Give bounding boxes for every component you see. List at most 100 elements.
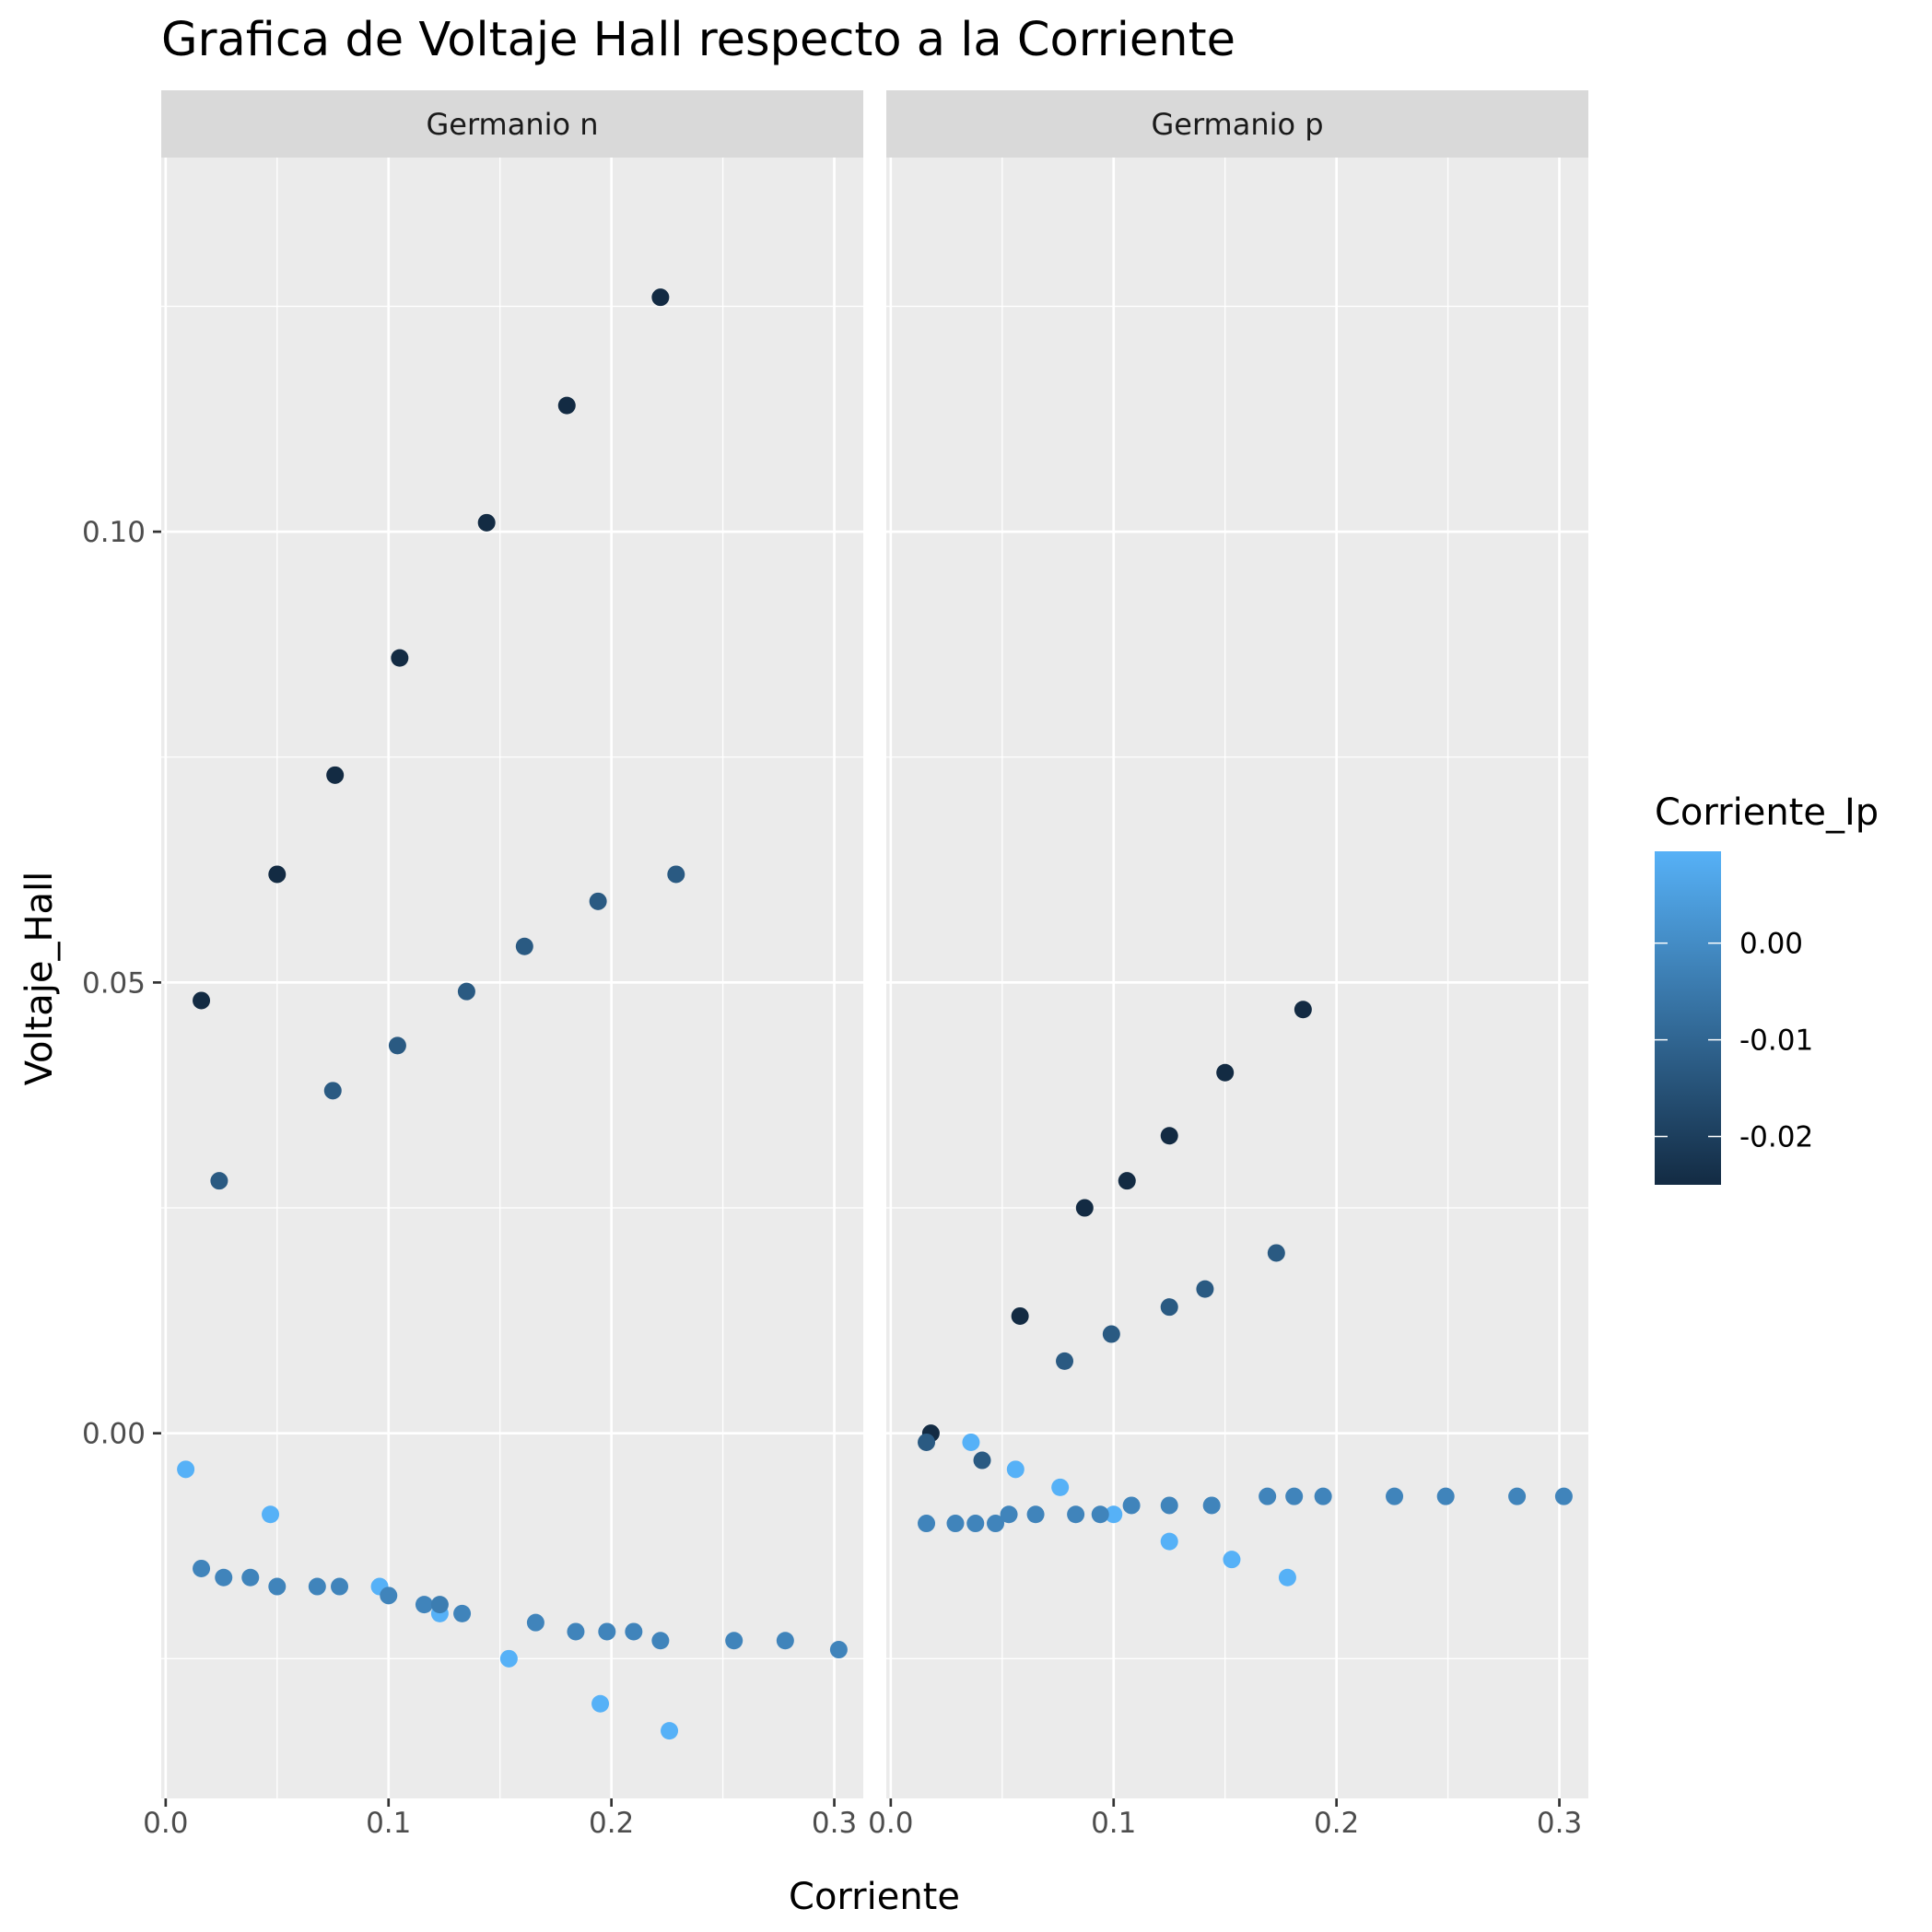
x-tick-label: 0.2 bbox=[589, 1807, 634, 1840]
data-point bbox=[1091, 1505, 1109, 1524]
data-point bbox=[1554, 1487, 1573, 1505]
data-point bbox=[499, 1649, 518, 1668]
data-point bbox=[1118, 1172, 1136, 1190]
data-point bbox=[1067, 1505, 1085, 1524]
data-point bbox=[268, 1577, 287, 1596]
data-point bbox=[177, 1460, 195, 1479]
strip-background bbox=[161, 90, 863, 158]
data-point bbox=[1267, 1244, 1285, 1262]
data-point bbox=[323, 1082, 342, 1100]
panel-background bbox=[886, 158, 1588, 1798]
colorbar-tick-label: -0.01 bbox=[1739, 1025, 1813, 1058]
data-point bbox=[193, 1559, 211, 1577]
data-point bbox=[1386, 1487, 1404, 1505]
data-point bbox=[1011, 1306, 1029, 1325]
data-point bbox=[1294, 1001, 1312, 1019]
data-point bbox=[725, 1632, 744, 1650]
data-point bbox=[1436, 1487, 1455, 1505]
x-tick-label: 0.0 bbox=[868, 1807, 913, 1840]
data-point bbox=[1122, 1496, 1141, 1515]
colorbar-tick-label: 0.00 bbox=[1739, 928, 1803, 961]
x-tick-label: 0.3 bbox=[812, 1807, 857, 1840]
panel-background bbox=[161, 158, 863, 1798]
plot-title: Grafica de Voltaje Hall respecto a la Co… bbox=[161, 13, 1235, 67]
facet-panel-germanio-n: Germanio n bbox=[161, 90, 863, 1798]
data-point bbox=[1314, 1487, 1332, 1505]
data-point bbox=[241, 1568, 260, 1587]
data-points bbox=[918, 1001, 1573, 1587]
data-point bbox=[193, 991, 211, 1010]
x-axis: 0.0 0.1 0.2 0.3 0.0 0.1 0.2 0.3 bbox=[143, 1798, 1582, 1840]
data-point bbox=[453, 1604, 472, 1622]
x-tick-label: 0.1 bbox=[1091, 1807, 1136, 1840]
data-point bbox=[651, 288, 670, 307]
data-point bbox=[1006, 1460, 1025, 1479]
data-point bbox=[1223, 1551, 1241, 1569]
data-point bbox=[918, 1433, 936, 1451]
strip-background bbox=[886, 90, 1588, 158]
data-point bbox=[326, 766, 345, 784]
data-point bbox=[1075, 1199, 1094, 1217]
y-tick-label: 0.05 bbox=[82, 966, 146, 1000]
data-point bbox=[268, 865, 287, 884]
data-point bbox=[1508, 1487, 1527, 1505]
colorbar bbox=[1655, 851, 1721, 1185]
colorbar-ticks: 0.00 -0.01 -0.02 bbox=[1655, 928, 1813, 1154]
data-point bbox=[1026, 1505, 1045, 1524]
y-tick-label: 0.10 bbox=[82, 516, 146, 549]
strip-label: Germanio p bbox=[1151, 107, 1323, 142]
data-point bbox=[557, 396, 576, 415]
x-axis-title: Corriente bbox=[789, 1876, 960, 1918]
data-point bbox=[415, 1596, 433, 1614]
y-tick-label: 0.00 bbox=[82, 1418, 146, 1451]
data-point bbox=[391, 649, 409, 667]
data-point bbox=[1259, 1487, 1277, 1505]
data-point bbox=[918, 1515, 936, 1533]
data-point bbox=[262, 1505, 280, 1524]
data-point bbox=[661, 1722, 679, 1740]
data-point bbox=[477, 513, 496, 532]
data-point bbox=[515, 937, 533, 955]
grid-lines bbox=[886, 158, 1588, 1798]
data-point bbox=[1285, 1487, 1304, 1505]
data-point bbox=[215, 1568, 233, 1587]
strip-label: Germanio n bbox=[426, 107, 598, 142]
facet-panel-germanio-p: Germanio p bbox=[886, 90, 1588, 1798]
data-point bbox=[1160, 1127, 1178, 1145]
data-point bbox=[776, 1632, 794, 1650]
data-point bbox=[430, 1596, 449, 1614]
colorbar-legend: Corriente_Ip 0.00 -0.01 -0.02 bbox=[1655, 791, 1879, 1185]
data-point bbox=[1196, 1280, 1214, 1298]
x-tick-label: 0.2 bbox=[1314, 1807, 1359, 1840]
x-tick-label: 0.0 bbox=[143, 1807, 188, 1840]
grid-lines bbox=[161, 158, 863, 1798]
x-tick-label: 0.1 bbox=[366, 1807, 411, 1840]
data-point bbox=[1202, 1496, 1221, 1515]
data-point bbox=[457, 982, 475, 1001]
y-axis: 0.00 0.05 0.10 bbox=[82, 516, 161, 1451]
data-point bbox=[526, 1613, 544, 1632]
data-point bbox=[1056, 1352, 1074, 1370]
data-point bbox=[380, 1587, 398, 1605]
data-point bbox=[1160, 1532, 1178, 1551]
data-point bbox=[591, 1694, 610, 1713]
data-point bbox=[567, 1622, 585, 1641]
data-point bbox=[1051, 1478, 1070, 1496]
data-point bbox=[962, 1433, 980, 1451]
data-point bbox=[973, 1451, 991, 1469]
data-point bbox=[598, 1622, 616, 1641]
data-points bbox=[177, 288, 848, 1740]
data-point bbox=[210, 1172, 228, 1190]
data-point bbox=[1105, 1505, 1123, 1524]
data-point bbox=[1216, 1063, 1235, 1082]
data-point bbox=[667, 865, 685, 884]
data-point bbox=[625, 1622, 643, 1641]
data-point bbox=[1160, 1298, 1178, 1317]
data-point bbox=[1160, 1496, 1178, 1515]
data-point bbox=[308, 1577, 326, 1596]
data-point bbox=[651, 1632, 670, 1650]
data-point bbox=[966, 1515, 985, 1533]
data-point bbox=[1102, 1325, 1120, 1343]
y-axis-title: Voltaje_Hall bbox=[18, 872, 61, 1086]
